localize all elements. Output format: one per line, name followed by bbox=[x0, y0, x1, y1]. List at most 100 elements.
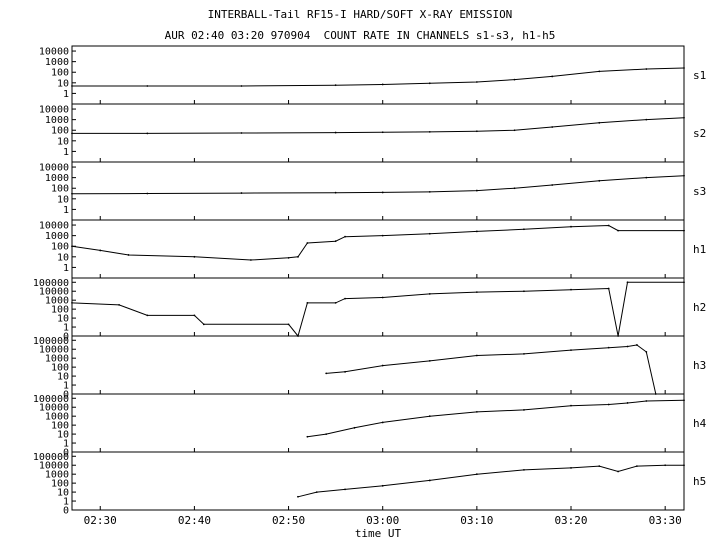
data-point-h4 bbox=[607, 403, 610, 406]
data-point-h2 bbox=[626, 281, 629, 284]
channel-label-h1: h1 bbox=[693, 243, 706, 256]
channel-label-s2: s2 bbox=[693, 127, 706, 140]
data-point-h2 bbox=[475, 291, 478, 293]
y-tick-label-s3: 1000 bbox=[45, 173, 69, 184]
data-point-h4 bbox=[353, 426, 356, 429]
y-tick-label-s2: 1 bbox=[63, 147, 69, 158]
data-point-s3 bbox=[428, 191, 431, 193]
data-point-h5 bbox=[475, 473, 478, 476]
data-point-h4 bbox=[325, 433, 328, 435]
data-point-h1 bbox=[334, 240, 337, 243]
y-tick-label-h4: 1000 bbox=[45, 412, 69, 423]
y-tick-label-h5: 100 bbox=[51, 479, 69, 490]
data-point-h3 bbox=[381, 364, 384, 367]
panel-frame-s3 bbox=[71, 161, 685, 221]
data-point-h3 bbox=[645, 351, 648, 353]
data-point-s2 bbox=[146, 132, 149, 135]
channel-label-h5: h5 bbox=[693, 475, 706, 488]
panel-frame-s1 bbox=[71, 45, 685, 105]
data-point-h2 bbox=[607, 287, 610, 290]
data-point-h5 bbox=[381, 484, 384, 487]
series-line-h4 bbox=[307, 399, 685, 438]
channel-label-h3: h3 bbox=[693, 359, 706, 372]
data-point-s1 bbox=[513, 78, 516, 81]
data-point-h5 bbox=[428, 479, 431, 482]
data-point-h3 bbox=[475, 354, 478, 357]
data-point-s1 bbox=[551, 75, 554, 78]
data-point-s1 bbox=[645, 68, 648, 70]
y-tick-label-s3: 1 bbox=[63, 205, 69, 216]
data-point-h2 bbox=[118, 303, 120, 306]
data-point-h1 bbox=[127, 254, 130, 256]
panel-frame-h2 bbox=[71, 277, 685, 337]
data-point-s1 bbox=[475, 81, 478, 83]
y-tick-label-h4: 10000 bbox=[39, 403, 69, 414]
data-point-h1 bbox=[344, 235, 346, 238]
y-tick-label-h3: 100000 bbox=[33, 336, 69, 347]
data-point-s2 bbox=[475, 130, 478, 133]
data-point-h1 bbox=[428, 232, 431, 235]
y-tick-label-h3: 0 bbox=[63, 390, 69, 401]
data-point-h1 bbox=[99, 249, 102, 252]
chart-title: INTERBALL-Tail RF15-I HARD/SOFT X-RAY EM… bbox=[207, 8, 513, 21]
data-point-s2 bbox=[334, 131, 337, 134]
x-tick-label: 02:30 bbox=[84, 514, 117, 527]
series-line-s3 bbox=[71, 175, 685, 195]
data-point-h5 bbox=[617, 470, 619, 473]
data-point-h1 bbox=[617, 229, 619, 232]
data-point-h5 bbox=[598, 465, 601, 467]
data-point-h4 bbox=[475, 411, 478, 413]
y-tick-label-s1: 100 bbox=[51, 68, 69, 79]
data-point-s2 bbox=[240, 132, 243, 134]
data-point-s1 bbox=[240, 85, 243, 87]
data-point-h4 bbox=[381, 421, 384, 424]
data-point-h1 bbox=[523, 228, 525, 231]
data-point-h4 bbox=[645, 400, 648, 402]
x-tick-label: 03:30 bbox=[649, 514, 682, 527]
y-tick-label-h2: 100 bbox=[51, 305, 69, 316]
data-point-h3 bbox=[636, 344, 638, 346]
data-point-h2 bbox=[344, 297, 346, 300]
panel-frame-h1 bbox=[71, 219, 685, 279]
series-line-s1 bbox=[72, 67, 685, 87]
data-point-h2 bbox=[381, 296, 384, 299]
data-point-s1 bbox=[381, 83, 384, 86]
data-point-s2 bbox=[683, 116, 685, 119]
data-point-h5 bbox=[344, 488, 346, 491]
x-tick-label: 03:20 bbox=[554, 514, 587, 527]
y-tick-label-h5: 1000 bbox=[45, 470, 69, 481]
y-tick-label-h4: 10 bbox=[57, 430, 69, 441]
y-tick-label-h3: 10 bbox=[57, 372, 69, 383]
y-tick-label-h5: 0 bbox=[63, 506, 69, 517]
y-tick-label-h1: 1 bbox=[63, 263, 69, 274]
data-point-h1 bbox=[570, 225, 572, 228]
data-point-s2 bbox=[428, 130, 431, 133]
data-point-h2 bbox=[287, 323, 290, 326]
data-point-s1 bbox=[334, 84, 337, 87]
data-point-s1 bbox=[428, 82, 431, 85]
data-point-s1 bbox=[146, 85, 149, 87]
channel-label-s1: s1 bbox=[693, 69, 706, 82]
y-tick-label-s1: 1000 bbox=[45, 57, 69, 68]
data-point-s3 bbox=[645, 176, 648, 179]
x-tick-label: 03:00 bbox=[366, 514, 399, 527]
data-point-h1 bbox=[193, 255, 196, 258]
data-point-s2 bbox=[381, 131, 384, 134]
data-point-s2 bbox=[645, 118, 648, 121]
channel-label-s3: s3 bbox=[693, 185, 706, 198]
data-point-s3 bbox=[334, 191, 337, 194]
data-point-h1 bbox=[607, 224, 610, 227]
data-point-h2 bbox=[202, 323, 205, 326]
data-point-h1 bbox=[381, 234, 384, 237]
data-point-h3 bbox=[344, 370, 346, 373]
data-point-h4 bbox=[428, 415, 431, 418]
chart-subtitle: AUR 02:40 03:20 970904 COUNT RATE IN CHA… bbox=[164, 29, 556, 42]
y-tick-label-s1: 10 bbox=[57, 78, 69, 89]
data-point-h4 bbox=[523, 409, 525, 411]
data-point-h4 bbox=[570, 404, 572, 407]
data-point-h4 bbox=[683, 399, 685, 402]
y-tick-label-h3: 1 bbox=[63, 381, 69, 392]
y-tick-label-h2: 100000 bbox=[33, 278, 69, 289]
y-tick-label-h5: 10000 bbox=[39, 461, 69, 472]
